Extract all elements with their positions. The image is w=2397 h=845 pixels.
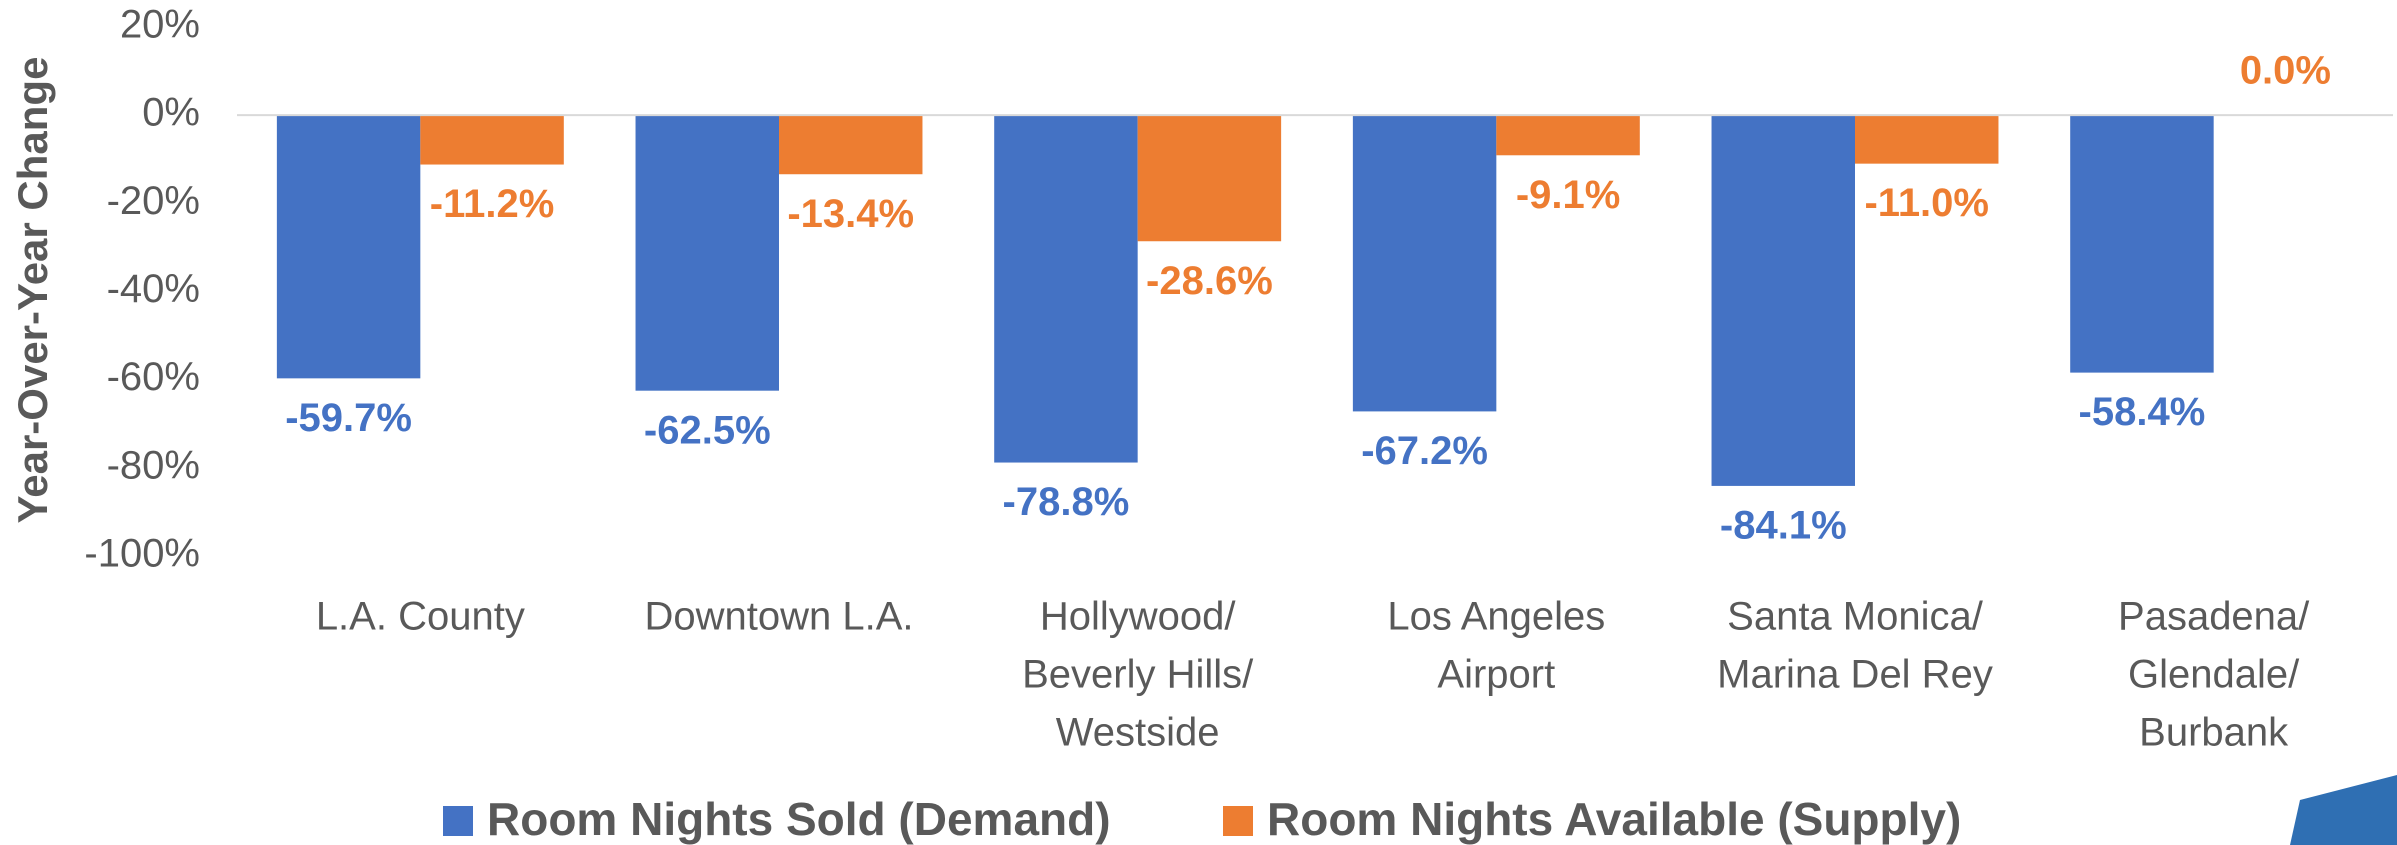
x-tick-label: Hollywood/ — [1040, 595, 1237, 639]
y-tick-label: -20% — [107, 179, 200, 223]
bar — [1855, 115, 1999, 164]
bar — [1137, 115, 1282, 242]
x-tick-label: Santa Monica/ — [1727, 595, 1984, 639]
legend-swatch — [443, 806, 473, 836]
bar — [635, 115, 779, 391]
y-tick-label: 0% — [142, 91, 200, 135]
legend-swatch — [1223, 806, 1253, 836]
bar — [779, 115, 923, 175]
x-tick-label: Los Angeles — [1387, 595, 1605, 639]
y-tick-label: -60% — [107, 355, 200, 399]
x-tick-label: Downtown L.A. — [644, 595, 913, 639]
x-tick-label: Burbank — [2139, 711, 2289, 755]
data-label: 0.0% — [2240, 49, 2331, 93]
x-tick-label: Glendale/ — [2128, 653, 2300, 697]
x-tick-label: Beverly Hills/ — [1022, 653, 1254, 697]
data-label: -58.4% — [2079, 390, 2206, 434]
x-tick-label: Pasadena/ — [2118, 595, 2310, 639]
bar — [1496, 115, 1640, 156]
bar — [2070, 115, 2214, 373]
data-label: -11.2% — [430, 182, 555, 226]
y-tick-label: -40% — [107, 267, 200, 311]
data-label: -9.1% — [1516, 173, 1621, 217]
x-tick-label: Westside — [1056, 711, 1220, 755]
logo — [2290, 775, 2397, 845]
legend-label: Room Nights Available (Supply) — [1267, 793, 1961, 845]
bar — [1352, 115, 1497, 412]
y-tick-label: 20% — [120, 3, 200, 47]
y-tick-label: -80% — [107, 443, 200, 487]
data-label: -11.0% — [1864, 181, 1989, 225]
bar — [1711, 115, 1855, 486]
bar — [276, 115, 421, 379]
y-axis-title: Year-Over-Year Change — [9, 57, 56, 524]
data-label: -28.6% — [1146, 259, 1273, 303]
legend-label: Room Nights Sold (Demand) — [487, 793, 1111, 845]
data-label: -62.5% — [644, 408, 771, 452]
x-tick-label: Airport — [1437, 653, 1555, 697]
data-label: -84.1% — [1720, 503, 1847, 547]
data-label: -78.8% — [1003, 480, 1130, 524]
x-tick-label: Marina Del Rey — [1717, 653, 1993, 697]
y-tick-label: -100% — [84, 532, 200, 576]
x-tick-label: L.A. County — [316, 595, 525, 639]
bar — [994, 115, 1138, 463]
data-label: -67.2% — [1361, 429, 1488, 473]
data-label: -13.4% — [787, 192, 914, 236]
bar — [420, 115, 564, 165]
data-label: -59.7% — [285, 396, 412, 440]
